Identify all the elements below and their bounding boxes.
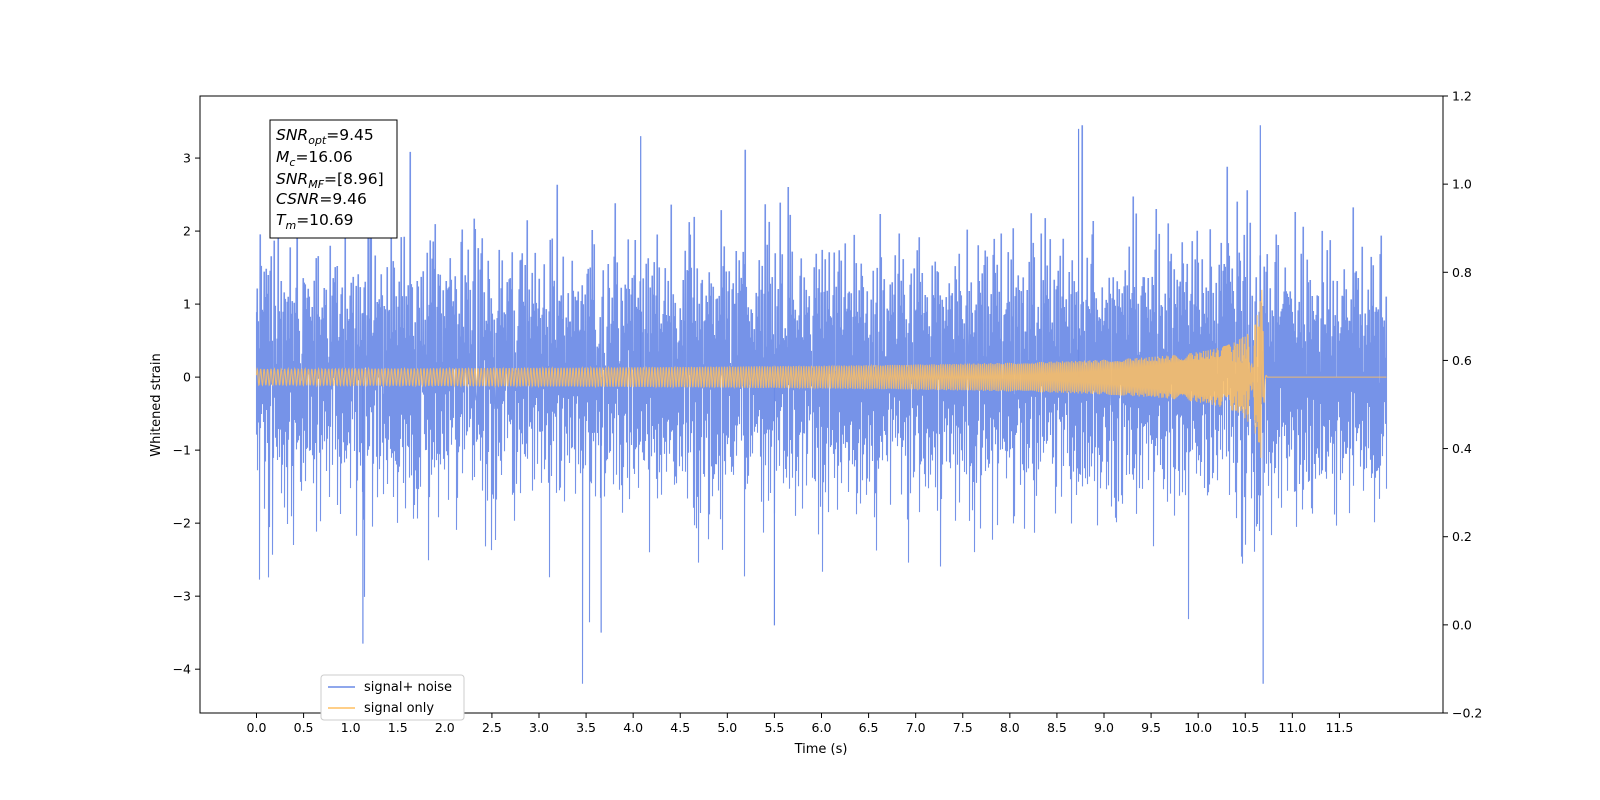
annotation-line: CSNR=9.46	[276, 190, 367, 208]
y2-tick-label: 0.8	[1452, 265, 1472, 280]
legend: signal+ noise signal only	[320, 674, 465, 721]
x-tick-label: 7.5	[953, 720, 973, 735]
x-tick-label: 9.5	[1141, 720, 1161, 735]
annotation-line: SNRMF=[8.96]	[276, 170, 384, 191]
y2-tick-label: 1.2	[1452, 89, 1472, 104]
x-tick-label: 11.0	[1278, 720, 1306, 735]
y-tick-label: 1	[183, 297, 191, 312]
x-tick-label: 6.0	[812, 720, 832, 735]
y2-tick-label: −0.2	[1452, 706, 1482, 721]
x-tick-label: 2.0	[435, 720, 455, 735]
y2-tick-label: 0.6	[1452, 353, 1472, 368]
x-axis-label: Time (s)	[794, 742, 848, 757]
legend-frame	[320, 674, 465, 721]
y-axis: −4 −3 −2 −1 0 1 2 3	[173, 151, 200, 677]
annotation-line: Tm=10.69	[276, 211, 354, 232]
x-tick-label: 6.5	[859, 720, 879, 735]
x-tick-label: 5.5	[764, 720, 784, 735]
y2-tick-label: 0.4	[1452, 441, 1472, 456]
x-axis: 0.0 0.5 1.0 1.5 2.0 2.5 3.0 3.5 4.0 4.5 5.0 5.5 6.0 6…	[247, 713, 1353, 735]
annotation-box-frame	[269, 119, 398, 239]
x-tick-label: 4.5	[670, 720, 690, 735]
x-tick-label: 8.0	[1000, 720, 1020, 735]
x-tick-label: 2.5	[482, 720, 502, 735]
x-tick-label: 1.5	[388, 720, 408, 735]
signal-only-line	[255, 289, 1387, 458]
x-tick-label: 3.5	[576, 720, 596, 735]
signal-only-series	[255, 289, 1387, 458]
y2-tick-label: 0.2	[1452, 529, 1472, 544]
x-tick-label: 10.5	[1231, 720, 1259, 735]
y2-axis: −0.2 0.0 0.2 0.4 0.6 0.8 1.0 1.2	[1443, 89, 1482, 721]
x-tick-label: 0.0	[247, 720, 267, 735]
y-tick-label: 3	[183, 151, 191, 166]
annotation-line: Mc=16.06	[276, 148, 353, 169]
x-tick-label: 3.0	[529, 720, 549, 735]
legend-label-signal-noise: signal+ noise	[364, 680, 452, 695]
y-tick-label: −4	[173, 662, 191, 677]
x-tick-label: 1.0	[341, 720, 361, 735]
x-tick-label: 9.0	[1094, 720, 1114, 735]
y-tick-label: 0	[183, 370, 191, 385]
y-tick-label: −2	[173, 516, 191, 531]
x-tick-label: 7.0	[906, 720, 926, 735]
y2-tick-label: 1.0	[1452, 177, 1472, 192]
x-tick-label: 10.0	[1184, 720, 1212, 735]
y2-tick-label: 0.0	[1452, 617, 1472, 632]
x-tick-label: 4.0	[623, 720, 643, 735]
x-tick-label: 11.5	[1325, 720, 1353, 735]
y-tick-label: −3	[173, 589, 191, 604]
y-axis-label: Whitened strain	[149, 353, 164, 456]
x-tick-label: 0.5	[294, 720, 314, 735]
legend-label-signal-only: signal only	[364, 701, 434, 716]
x-tick-label: 5.0	[717, 720, 737, 735]
metrics-annotation-box: SNRopt=9.45Mc=16.06SNRMF=[8.96]CSNR=9.46…	[269, 119, 398, 239]
annotation-line: SNRopt=9.45	[276, 126, 374, 147]
y-tick-label: 2	[183, 224, 191, 239]
x-tick-label: 8.5	[1047, 720, 1067, 735]
y-tick-label: −1	[173, 443, 191, 458]
